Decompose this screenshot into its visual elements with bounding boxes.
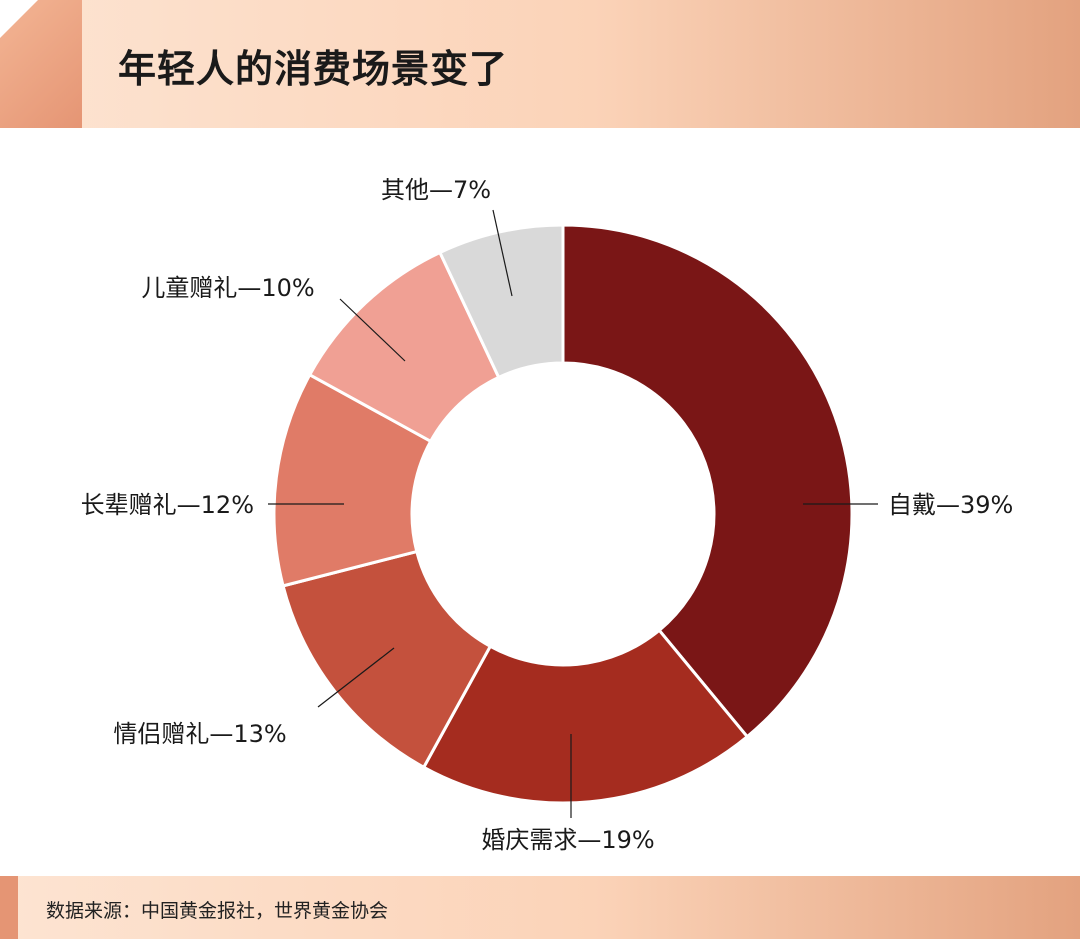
leader-line-6 <box>492 209 513 297</box>
chart-title: 年轻人的消费场景变了 <box>118 47 509 91</box>
donut-slices <box>272 223 854 805</box>
leader-line-3 <box>317 647 395 708</box>
slice-label-5: 儿童赠礼—10% <box>141 274 314 302</box>
slice-1 <box>561 223 854 739</box>
slice-label-2: 婚庆需求—19% <box>481 826 654 854</box>
leader-line-5 <box>339 298 406 362</box>
slice-label-1: 自戴—39% <box>888 491 1013 519</box>
footer-accent-tab <box>0 876 18 939</box>
donut-chart: 自戴—39% 婚庆需求—19% 情侣赠礼—13% 长辈赠礼—12% 儿童赠礼—10% 其他… <box>81 176 1014 854</box>
header-corner-notch <box>0 0 38 38</box>
leader-lines <box>268 209 878 818</box>
slice-labels: 自戴—39% 婚庆需求—19% 情侣赠礼—13% 长辈赠礼—12% 儿童赠礼—10% 其他… <box>81 176 1014 854</box>
header-banner: 年轻人的消费场景变了 <box>0 0 1080 128</box>
footer-banner: 数据来源：中国黄金报社，世界黄金协会 <box>0 876 1080 939</box>
data-source-note: 数据来源：中国黄金报社，世界黄金协会 <box>46 900 389 922</box>
slice-6 <box>437 223 565 380</box>
slice-2 <box>421 628 750 805</box>
slice-label-3: 情侣赠礼—13% <box>113 720 286 748</box>
slice-label-6: 其他—7% <box>381 176 491 204</box>
slice-label-4: 长辈赠礼—12% <box>81 491 254 519</box>
